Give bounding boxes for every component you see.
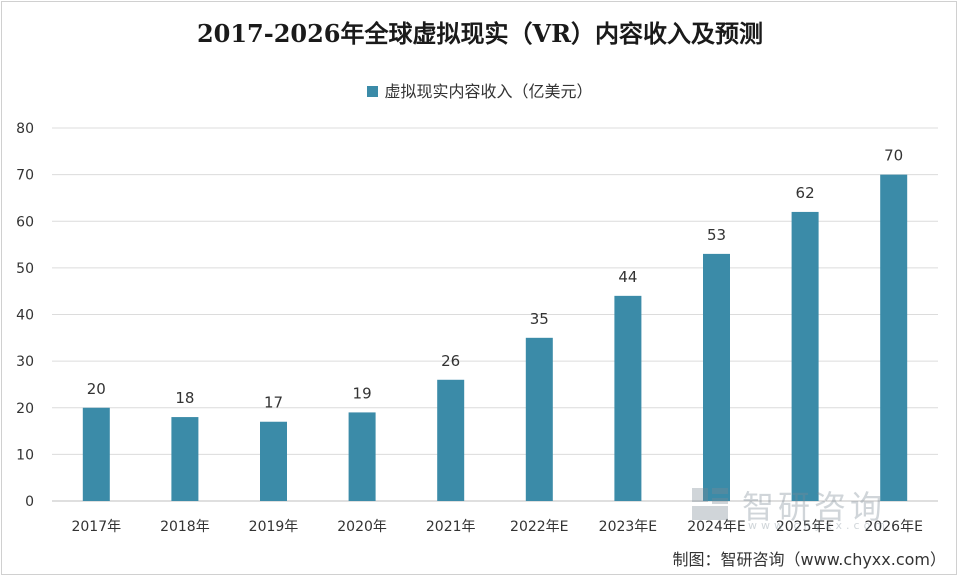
bar [880, 174, 908, 501]
data-label: 17 [264, 394, 283, 412]
bar [614, 295, 642, 501]
legend-swatch [367, 86, 379, 97]
watermark-logo-icon [692, 488, 728, 520]
x-tick-label: 2019年 [249, 519, 299, 535]
y-tick-label: 70 [16, 168, 34, 184]
x-tick-label: 2022年E [510, 519, 568, 535]
x-tick-label: 2020年 [337, 519, 387, 535]
watermark: 智研咨询 www.chyxx.com [690, 482, 940, 532]
x-tick-label: 2026年E [864, 519, 922, 535]
y-tick-label: 20 [16, 401, 34, 417]
x-tick-label: 2017年 [71, 519, 121, 535]
y-tick-label: 50 [16, 261, 34, 277]
data-label: 26 [441, 352, 460, 370]
bar [171, 417, 199, 501]
bar [82, 407, 110, 501]
bar [260, 421, 287, 501]
source-note: 制图：智研咨询（www.chyxx.com） [672, 550, 946, 569]
x-tick-label: 2018年 [160, 519, 210, 535]
data-label: 70 [884, 147, 903, 165]
y-tick-label: 10 [16, 447, 34, 463]
bar [348, 412, 376, 501]
x-tick-label: 2024年E [687, 519, 745, 535]
y-tick-label: 80 [16, 121, 34, 137]
x-tick-label: 2025年E [776, 519, 834, 535]
y-tick-label: 60 [16, 214, 34, 230]
y-tick-label: 0 [25, 494, 34, 510]
data-label: 18 [175, 389, 194, 407]
y-tick-label: 30 [16, 354, 34, 370]
x-tick-label: 2023年E [599, 519, 657, 535]
chart-title: 2017-2026年全球虚拟现实（VR）内容收入及预测 [196, 19, 764, 48]
bar [791, 211, 819, 502]
data-label: 53 [707, 226, 726, 244]
y-tick-label: 40 [16, 308, 34, 324]
chart-legend: 虚拟现实内容收入（亿美元） [0, 78, 960, 102]
data-label: 20 [87, 380, 106, 398]
data-label: 35 [530, 310, 549, 328]
legend-label: 虚拟现实内容收入（亿美元） [384, 82, 593, 101]
bar [525, 337, 553, 501]
bar [703, 253, 730, 501]
watermark-brand: 智研咨询 [742, 488, 887, 526]
x-tick-label: 2021年 [426, 519, 476, 535]
bar [437, 379, 465, 501]
data-label: 44 [618, 268, 637, 286]
data-label: 19 [353, 384, 372, 402]
watermark-url: www.chyxx.com [748, 519, 890, 532]
data-label: 62 [796, 184, 815, 202]
